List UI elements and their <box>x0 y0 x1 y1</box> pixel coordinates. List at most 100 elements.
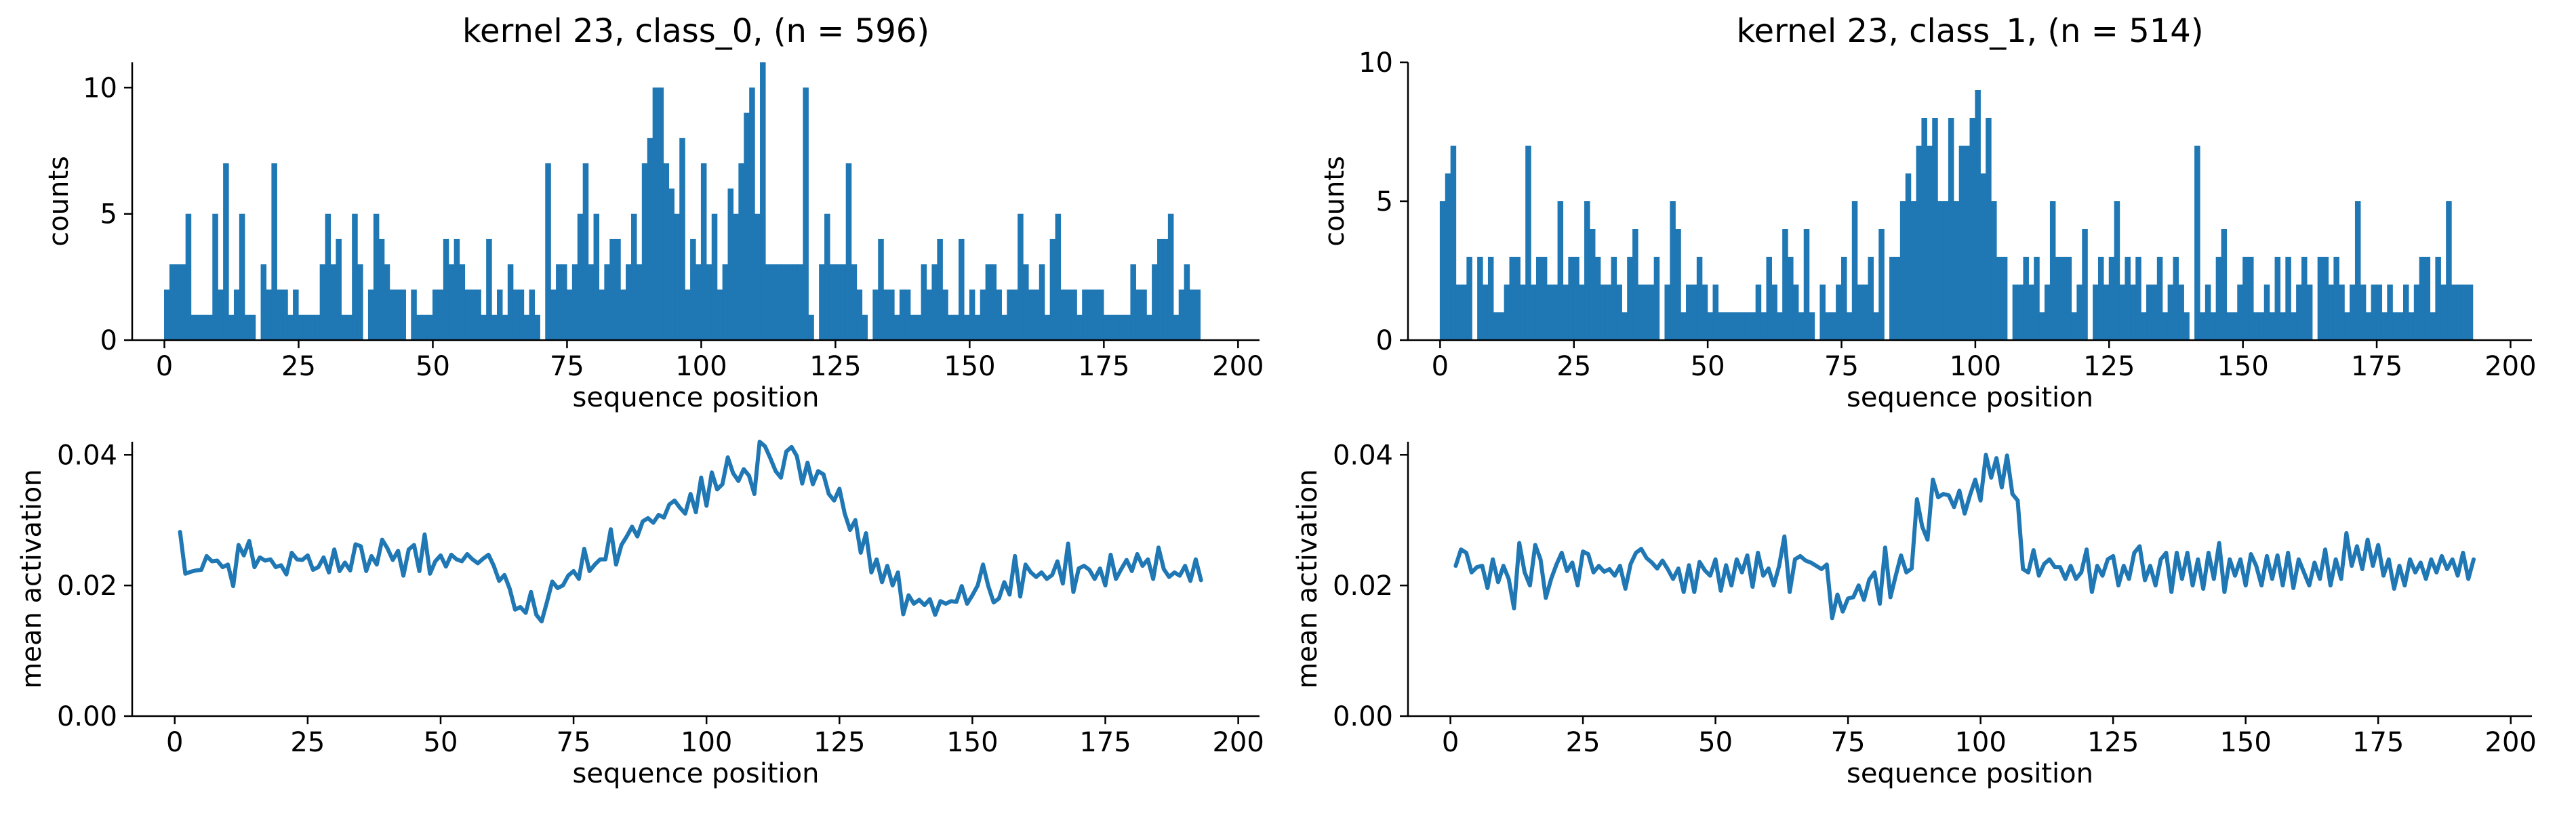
histogram-bar <box>1825 312 1831 340</box>
histogram-bar <box>776 264 782 340</box>
histogram-bar <box>1894 257 1901 340</box>
histogram-bar <box>1696 257 1703 340</box>
x-tick-label: 200 <box>1212 351 1264 382</box>
histogram-bar <box>1477 257 1483 340</box>
histogram-bar <box>2183 312 2190 340</box>
chart-title: kernel 23, class_1, (n = 514) <box>1736 12 2203 50</box>
histogram-bar <box>2285 257 2291 340</box>
histogram-bar <box>910 314 917 340</box>
histogram-bar <box>2097 257 2104 340</box>
histogram-bar <box>2039 312 2045 340</box>
histogram-bar <box>658 87 664 340</box>
histogram-bar <box>314 314 321 340</box>
histogram-bar <box>566 289 573 340</box>
y-tick-label: 0.02 <box>1333 570 1393 602</box>
histogram-bar <box>1033 289 1040 340</box>
histogram-bar <box>2280 312 2286 340</box>
histogram-bar <box>770 264 777 340</box>
histogram-bar <box>862 314 868 340</box>
histogram-bar <box>1766 257 1772 340</box>
histogram-bar <box>1103 314 1110 340</box>
histogram-bar <box>1836 285 1842 340</box>
x-tick-label: 175 <box>1078 351 1129 382</box>
histogram-bar <box>303 314 310 340</box>
y-tick-label: 10 <box>83 72 117 104</box>
histogram-bar <box>1098 289 1104 340</box>
histogram-bar <box>685 289 691 340</box>
histogram-bar <box>1487 257 1494 340</box>
histogram-bar <box>523 314 530 340</box>
histogram-bar <box>169 264 176 340</box>
histogram-bar <box>915 314 922 340</box>
histogram-bar <box>1851 201 1858 340</box>
histogram-bar <box>373 213 380 340</box>
x-tick-label: 150 <box>2219 727 2271 758</box>
histogram-bar <box>2237 285 2243 340</box>
histogram-bar <box>942 289 948 340</box>
histogram-bar <box>1611 257 1617 340</box>
x-tick-label: 50 <box>1691 351 1725 382</box>
histogram-bar <box>1792 285 1799 340</box>
histogram-bar <box>287 314 294 340</box>
x-tick-label: 100 <box>1954 727 2006 758</box>
x-tick-label: 0 <box>1432 351 1449 382</box>
histogram-bar <box>2350 285 2356 340</box>
x-tick-label: 0 <box>166 727 183 758</box>
histogram-bar <box>282 289 288 340</box>
histogram-bar <box>2045 285 2051 340</box>
histogram-bar <box>319 264 326 340</box>
histogram-bar <box>969 289 975 340</box>
histogram-bar <box>1450 146 1457 340</box>
histogram-bar <box>630 213 637 340</box>
histogram-bar <box>341 314 347 340</box>
histogram-bar <box>1771 285 1777 340</box>
histogram-bar <box>2424 257 2431 340</box>
histogram-bar <box>1830 312 1836 340</box>
x-tick-label: 175 <box>2351 351 2402 382</box>
histogram-bar <box>1093 289 1099 340</box>
histogram-bar <box>1445 173 1451 340</box>
y-axis-label: counts <box>43 156 75 247</box>
x-tick-label: 25 <box>1556 351 1591 382</box>
histogram-bar <box>1018 213 1024 340</box>
x-axis-label: sequence position <box>1847 382 2093 413</box>
y-tick-label: 0.00 <box>57 701 117 732</box>
histogram-bar <box>1616 285 1622 340</box>
histogram-bar <box>2215 257 2222 340</box>
histogram-bar <box>2354 201 2361 340</box>
histogram-bar <box>2365 312 2372 340</box>
histogram-bar <box>1782 229 1788 340</box>
histogram-bar <box>1975 90 1981 340</box>
histogram-bar <box>212 213 218 340</box>
x-tick-label: 50 <box>1698 727 1733 758</box>
x-tick-label: 150 <box>2217 351 2268 382</box>
y-tick-label: 10 <box>1359 47 1393 79</box>
histogram-bar <box>1980 173 1986 340</box>
histogram-bar <box>2071 312 2078 340</box>
histogram-bar <box>1718 312 1724 340</box>
x-tick-label: 75 <box>550 351 584 382</box>
histogram-bar <box>2258 312 2265 340</box>
histogram-bar <box>2162 312 2169 340</box>
histogram-bar <box>352 213 358 340</box>
histogram-bar <box>2130 285 2136 340</box>
histogram-bar <box>1531 285 1537 340</box>
histogram-bar <box>2408 312 2415 340</box>
histogram-bar <box>1969 118 1975 340</box>
histogram-bar <box>792 264 799 340</box>
x-tick-label: 125 <box>2083 351 2135 382</box>
x-tick-label: 175 <box>1079 727 1131 758</box>
histogram-bar <box>889 289 895 340</box>
histogram-bar <box>2119 285 2126 340</box>
histogram-bar <box>2146 285 2152 340</box>
histogram-bar <box>1520 285 1526 340</box>
histogram-bar <box>1082 289 1088 340</box>
y-axis-label: mean activation <box>16 469 47 688</box>
histogram-bar <box>454 238 460 340</box>
histogram-bar <box>1899 201 1906 340</box>
histogram-bar <box>2446 201 2452 340</box>
x-tick-label: 25 <box>281 351 316 382</box>
histogram-bar <box>556 264 562 340</box>
histogram-bar <box>647 138 653 340</box>
histogram-bar <box>824 213 830 340</box>
